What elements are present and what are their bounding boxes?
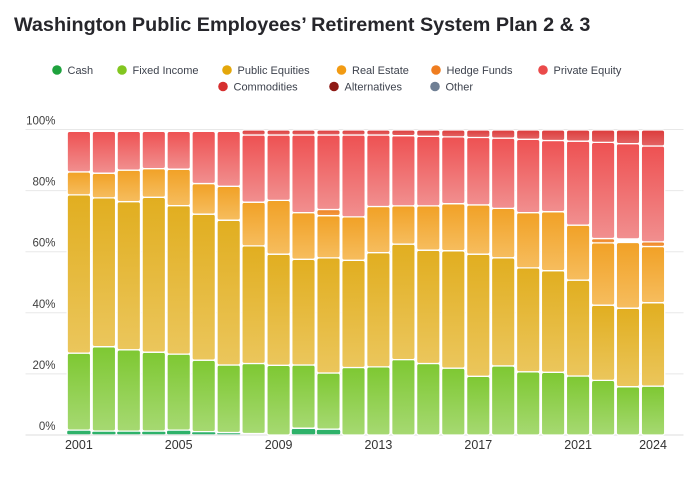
svg-text:Other: Other xyxy=(446,82,474,94)
svg-text:Public Equities: Public Equities xyxy=(238,65,311,77)
svg-text:2013: 2013 xyxy=(364,438,392,452)
svg-text:100%: 100% xyxy=(26,116,55,128)
svg-text:Alternatives: Alternatives xyxy=(345,82,403,94)
svg-text:2024: 2024 xyxy=(639,438,667,452)
svg-text:Hedge Funds: Hedge Funds xyxy=(447,65,514,77)
svg-text:Commodities: Commodities xyxy=(234,82,299,94)
svg-text:2021: 2021 xyxy=(564,438,592,452)
svg-text:2009: 2009 xyxy=(265,438,293,452)
svg-text:60%: 60% xyxy=(32,238,55,250)
svg-text:2017: 2017 xyxy=(464,438,492,452)
svg-text:0%: 0% xyxy=(39,421,56,433)
svg-text:Fixed Income: Fixed Income xyxy=(133,65,199,77)
svg-text:80%: 80% xyxy=(32,177,55,189)
svg-text:Cash: Cash xyxy=(68,65,94,77)
svg-text:2001: 2001 xyxy=(65,438,93,452)
svg-text:20%: 20% xyxy=(32,360,55,372)
svg-text:Real Estate: Real Estate xyxy=(352,65,409,77)
svg-text:Washington Public Employees’ R: Washington Public Employees’ Retirement … xyxy=(14,14,590,36)
svg-text:2005: 2005 xyxy=(165,438,193,452)
svg-text:40%: 40% xyxy=(32,299,55,311)
svg-text:Private Equity: Private Equity xyxy=(554,65,622,77)
